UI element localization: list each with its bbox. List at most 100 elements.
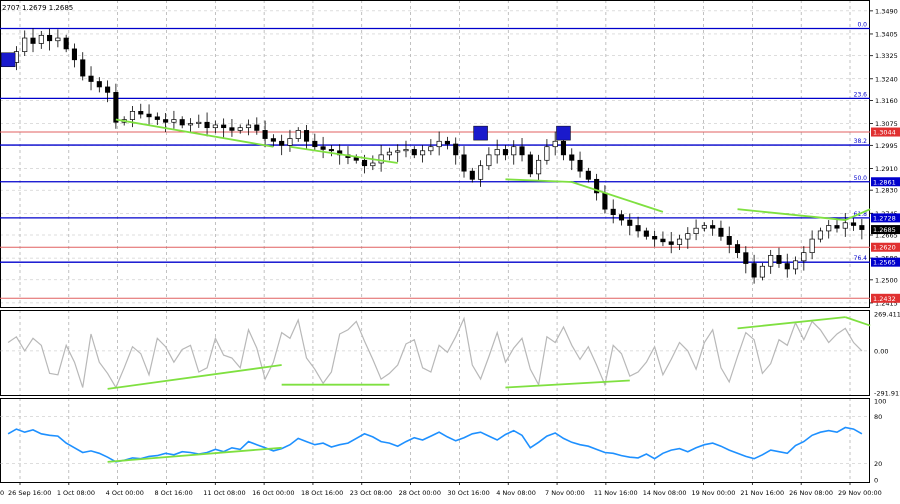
horizontal-levels: 0.023.638.250.061.876.4 <box>0 22 870 299</box>
candle-body <box>759 265 765 278</box>
candle-body <box>618 214 625 221</box>
candle-body <box>96 81 102 88</box>
time-axis: 0 26 Sep 16:00 1 Oct 08:00 4 Oct 00:00 8 Oct… <box>0 482 882 497</box>
candle-body <box>204 121 210 129</box>
price-tick-label: 1.2415 <box>875 299 898 307</box>
time-tick-label: 4 Nov 08:00 <box>496 489 536 497</box>
divergence-line <box>289 145 398 164</box>
divergence-line <box>107 364 282 390</box>
candle-body <box>577 159 583 172</box>
candle-body <box>444 140 450 145</box>
candle-body <box>859 225 865 230</box>
red-level-badge: 1.3044 <box>873 129 896 137</box>
candle-body <box>270 138 276 142</box>
time-tick-label: 16 Oct 00:00 <box>252 489 294 497</box>
cci-oscillator <box>0 316 870 389</box>
candle-body <box>610 208 616 215</box>
ohlc-header: 2707 1.2679 1.2685 <box>2 4 73 12</box>
candles <box>0 28 865 284</box>
candle-body <box>834 225 840 229</box>
candle-body <box>635 225 641 232</box>
red-level-badge: 1.2620 <box>873 244 896 252</box>
current-price-badge-bg <box>871 225 900 235</box>
red-level-badge-bg <box>871 127 900 137</box>
red-level-badge-bg <box>871 242 900 252</box>
candle-body <box>527 154 533 175</box>
price-tick-label: 1.2830 <box>875 187 898 195</box>
current-price-badge: 1.2685 <box>873 226 896 234</box>
time-tick-label: 26 Sep 16:00 <box>8 489 51 497</box>
cci-tick-label: 269.4111 <box>874 311 900 319</box>
divergence-line <box>115 118 274 148</box>
candle-body <box>486 154 492 167</box>
price-tick-label: 1.2500 <box>875 276 898 284</box>
time-tick-label: 4 Oct 00:00 <box>106 489 144 497</box>
candle-body <box>826 225 832 232</box>
candle-body <box>30 37 36 44</box>
rsi-line <box>7 426 863 463</box>
divergence-line <box>107 446 282 463</box>
price-tick-label: 1.2995 <box>875 142 898 150</box>
time-tick-label: 28 Oct 00:00 <box>399 489 441 497</box>
candle-body <box>303 130 310 142</box>
candle-body <box>469 170 475 180</box>
fib-level-label: 0.0 <box>857 22 867 29</box>
time-tick-label: 0 <box>0 489 4 497</box>
divergence-line <box>844 208 871 221</box>
candle-body <box>643 230 649 237</box>
candle-body <box>428 146 434 152</box>
candle-body <box>370 162 376 167</box>
candle-body <box>113 92 119 123</box>
candle-body <box>792 260 799 270</box>
rsi-tick-label: 80 <box>874 413 882 421</box>
candle-body <box>196 121 202 124</box>
candle-body <box>536 159 542 175</box>
candle-body <box>685 233 691 240</box>
candle-body <box>279 140 285 146</box>
time-tick-label: 8 Oct 16:00 <box>154 489 192 497</box>
candle-body <box>569 154 575 161</box>
divergence-lines <box>107 118 871 463</box>
candle-body <box>478 165 484 180</box>
panel-frame-3 <box>0 398 870 483</box>
candle-body <box>361 159 368 167</box>
candle-body <box>129 111 136 120</box>
candle-body <box>105 86 111 93</box>
candle-body <box>701 225 707 229</box>
red-level-badge: 1.2432 <box>873 295 896 303</box>
blue-level-badge: 1.2565 <box>873 259 896 267</box>
candle-body <box>47 34 53 42</box>
blue-level-badge-bg <box>871 177 900 187</box>
rsi-tick-label: 0 <box>874 477 878 485</box>
time-tick-label: 26 Nov 08:00 <box>789 489 833 497</box>
time-tick-label: 14 Nov 08:00 <box>643 489 687 497</box>
signal-marker <box>0 52 16 68</box>
panel-frame-2 <box>0 310 870 396</box>
candle-body <box>262 130 268 139</box>
time-tick-label: 18 Oct 16:00 <box>301 489 343 497</box>
candle-body <box>494 149 500 156</box>
rsi-tick-label: 20 <box>874 460 882 468</box>
candle-body <box>734 244 741 254</box>
divergence-line <box>571 181 664 213</box>
candle-body <box>88 75 94 82</box>
candle-body <box>411 149 417 156</box>
candle-body <box>187 123 194 126</box>
signal-marker <box>473 125 488 141</box>
time-tick-label: 11 Oct 08:00 <box>203 489 245 497</box>
candle-body <box>436 140 442 148</box>
candle-body <box>287 138 293 146</box>
candle-body <box>809 238 815 254</box>
candle-body <box>212 124 218 129</box>
time-tick-label: 19 Nov 00:00 <box>692 489 736 497</box>
candle-body <box>179 119 185 126</box>
fib-level-label: 38.2 <box>854 138 868 145</box>
time-tick-label: 23 Oct 08:00 <box>350 489 392 497</box>
candle-body <box>154 116 160 120</box>
candle-body <box>842 222 848 229</box>
candle-body <box>22 37 28 52</box>
blue-level-badge: 1.2728 <box>873 214 896 222</box>
candle-body <box>660 238 666 243</box>
candle-body <box>817 230 823 240</box>
candle-body <box>676 238 683 245</box>
